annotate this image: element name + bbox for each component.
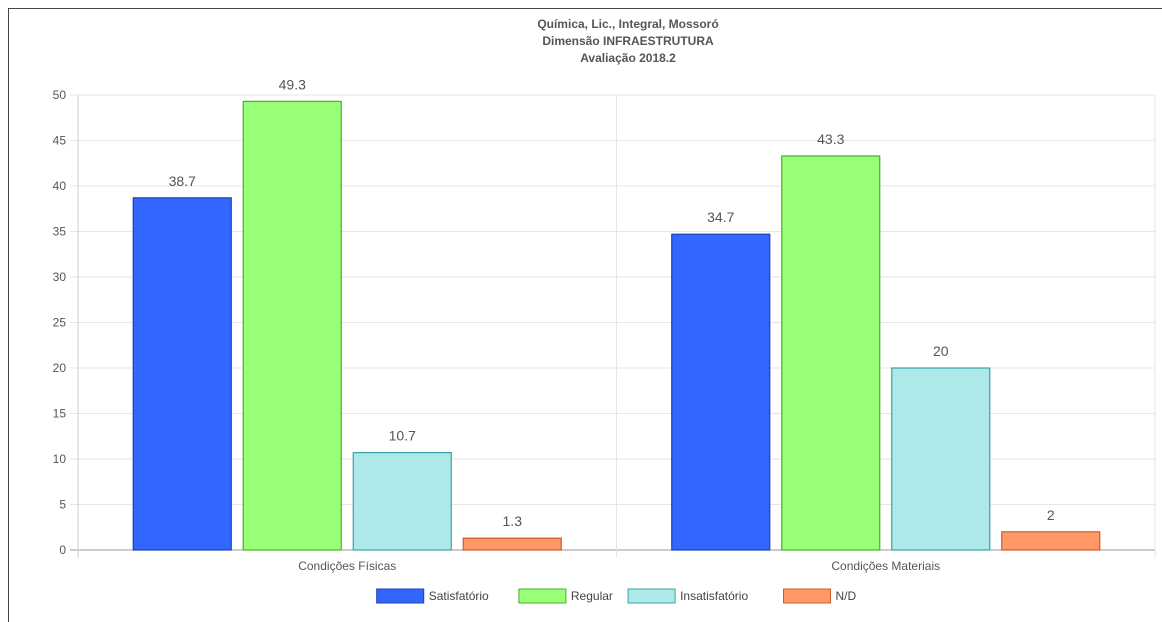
data-label: 49.3 [279, 76, 306, 92]
legend-label: N/D [836, 589, 857, 603]
data-label: 38.7 [169, 173, 196, 189]
chart-title-line-1: Química, Lic., Integral, Mossoró [537, 17, 718, 31]
y-tick-label: 10 [53, 452, 67, 466]
y-tick-label: 25 [53, 316, 67, 330]
legend-swatch [518, 588, 567, 604]
data-label: 1.3 [503, 513, 523, 529]
bar[interactable] [891, 367, 991, 551]
y-tick-label: 35 [53, 225, 67, 239]
y-tick-label: 30 [53, 270, 67, 284]
legend-swatch [376, 588, 425, 604]
y-tick-label: 0 [59, 543, 66, 557]
data-label: 34.7 [707, 209, 734, 225]
y-tick-label: 20 [53, 361, 67, 375]
legend-item[interactable]: Insatisfatório [627, 588, 748, 604]
chart-title: Química, Lic., Integral, Mossoró Dimensã… [537, 17, 718, 65]
grid-lines [70, 94, 1156, 558]
y-tick-label: 5 [59, 498, 66, 512]
legend-label: Insatisfatório [680, 589, 748, 603]
bars [132, 100, 1101, 551]
data-label: 43.3 [817, 131, 844, 147]
y-tick-label: 15 [53, 407, 67, 421]
data-labels: 38.7 49.3 10.7 1.3 34.7 43.3 20 2 [169, 76, 1055, 529]
legend: Satisfatório Regular Insatisfatório N/D [376, 588, 857, 604]
data-label: 20 [933, 343, 949, 359]
bar[interactable] [1001, 531, 1101, 551]
legend-item[interactable]: N/D [783, 588, 857, 604]
legend-item[interactable]: Satisfatório [376, 588, 489, 604]
legend-item[interactable]: Regular [518, 588, 613, 604]
y-axis: 0 5 10 15 20 25 30 35 40 45 50 [53, 88, 79, 558]
bar[interactable] [352, 452, 452, 551]
bar[interactable] [132, 197, 232, 551]
chart-title-line-2: Dimensão INFRAESTRUTURA [542, 34, 714, 48]
y-tick-label: 40 [53, 179, 67, 193]
chart-title-line-3: Avaliação 2018.2 [580, 51, 676, 65]
x-tick-label: Condições Materiais [831, 559, 940, 573]
legend-label: Satisfatório [429, 589, 489, 603]
x-axis: Condições Físicas Condições Materiais [298, 559, 940, 573]
bar[interactable] [781, 155, 881, 551]
bar[interactable] [242, 100, 342, 551]
legend-swatch [783, 588, 831, 604]
y-tick-label: 50 [53, 88, 67, 102]
legend-label: Regular [571, 589, 613, 603]
bar[interactable] [671, 233, 771, 551]
legend-swatch [627, 588, 676, 604]
bar[interactable] [462, 537, 562, 551]
x-tick-label: Condições Físicas [298, 559, 396, 573]
data-label: 2 [1047, 507, 1055, 523]
y-tick-label: 45 [53, 134, 67, 148]
data-label: 10.7 [389, 428, 416, 444]
